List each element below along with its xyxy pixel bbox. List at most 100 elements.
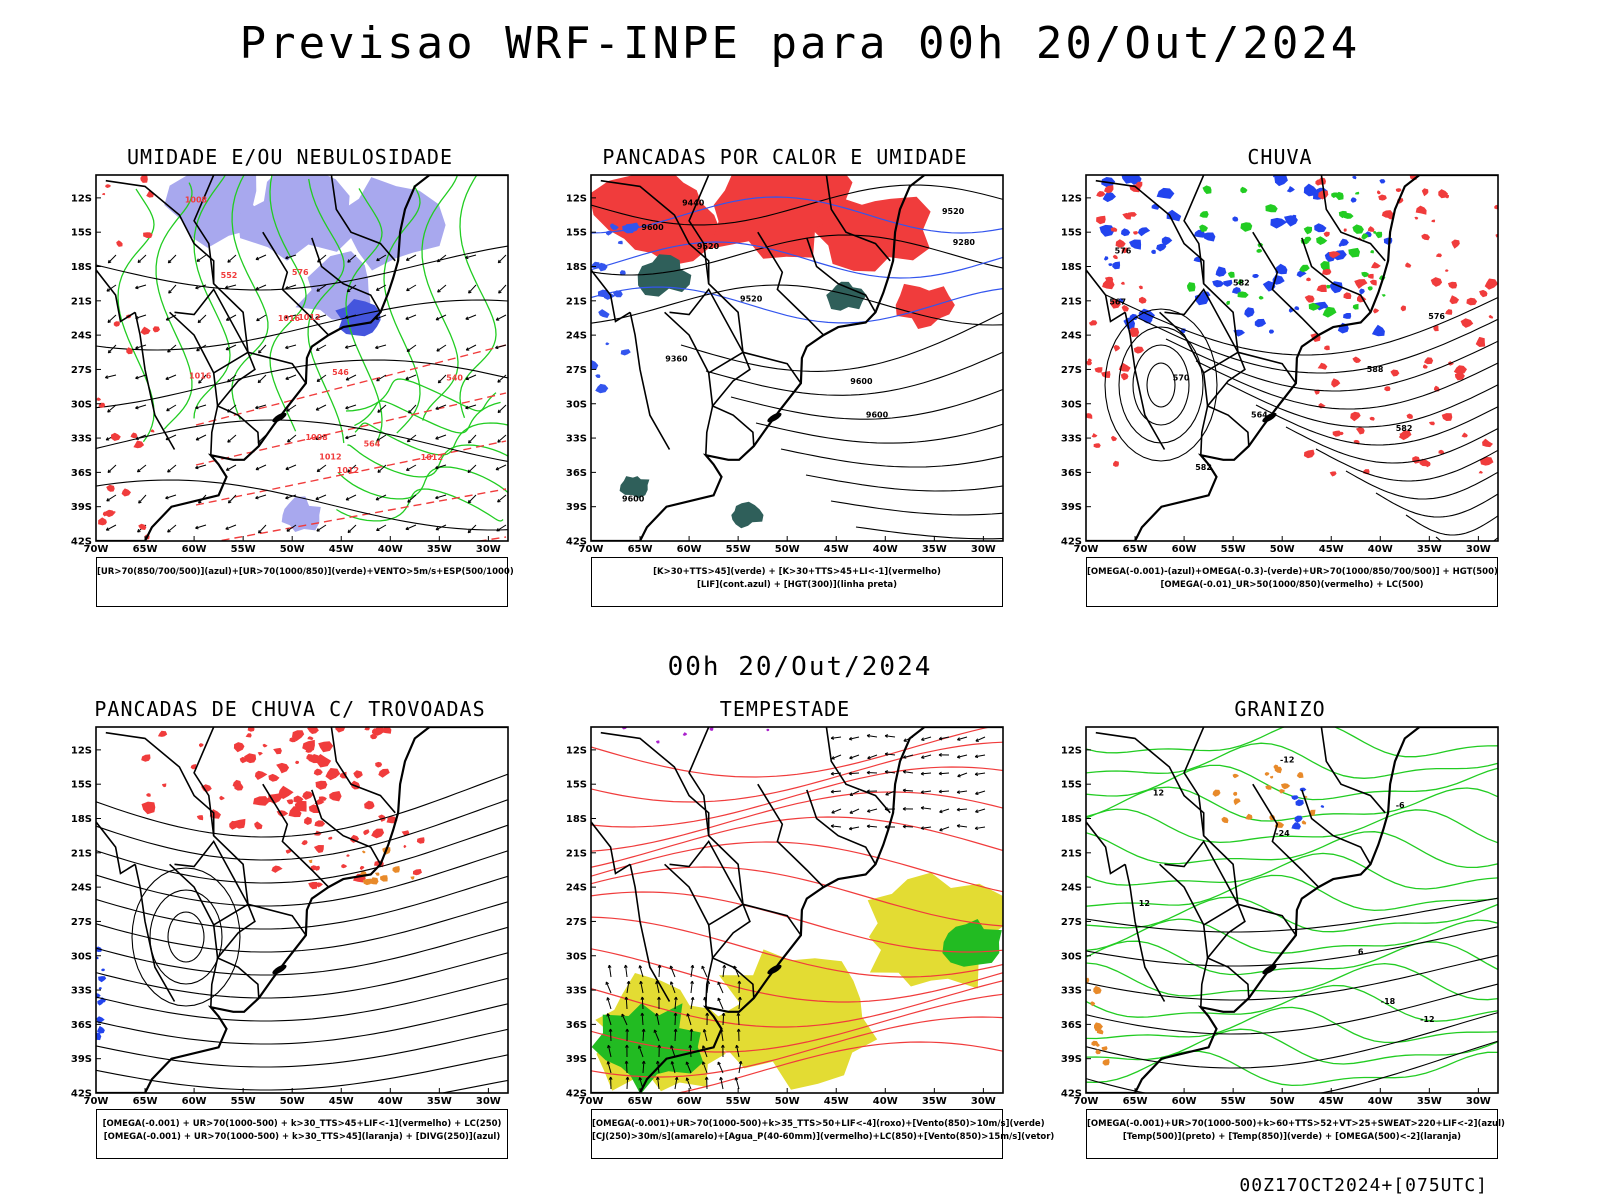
- temp500-contour: [1086, 954, 1498, 1001]
- lagoon: [767, 412, 782, 423]
- wind-vector: [167, 349, 171, 353]
- wind-vector: [435, 314, 447, 321]
- lat-label: 30S: [71, 951, 92, 962]
- omega-red-area: [1323, 231, 1330, 237]
- omega-blue-area: [1269, 329, 1275, 334]
- wind-vector: [226, 378, 231, 383]
- lifted-index-contour: [591, 241, 1003, 279]
- lon-label: 55W: [1221, 1096, 1246, 1107]
- lat-label: 21S: [71, 848, 92, 859]
- wind-vector: [405, 314, 417, 320]
- omega-blue-area: [1121, 228, 1131, 237]
- wind850-vector: [920, 790, 925, 794]
- wind850-vector: [657, 964, 662, 968]
- streamline: [96, 799, 508, 861]
- wind-vector: [285, 494, 297, 499]
- wind-vector: [405, 526, 409, 531]
- storm-showers-area: [141, 801, 156, 815]
- contour-label: 9600: [641, 223, 664, 232]
- wind-vector: [345, 377, 350, 381]
- wind850-vector: [867, 734, 878, 738]
- storm-showers-area: [371, 828, 385, 839]
- contour-label: 1012: [421, 453, 443, 462]
- wind-vector: [376, 438, 380, 442]
- legend-caption: [OMEGA(-0.001) + UR>70(1000-500) + k>30_…: [96, 1109, 508, 1159]
- omega-red-area: [1121, 247, 1129, 254]
- state-border: [1320, 175, 1386, 262]
- omega-blue-area: [1193, 256, 1201, 263]
- panel-title: UMIDADE E/OU NEBULOSIDADE: [126, 145, 454, 169]
- wind-vector: [135, 405, 139, 410]
- lat-label: 33S: [566, 986, 587, 997]
- omega500-orange-area: [1264, 772, 1270, 776]
- contour-label: -6: [1396, 801, 1405, 810]
- wind850-vector: [625, 1060, 628, 1074]
- lifted-index-contour: [626, 222, 640, 233]
- contour-label: 9600: [850, 377, 873, 386]
- contour-label: 9600: [866, 411, 889, 420]
- wind-vector: [408, 410, 412, 414]
- wind850-vector: [674, 1012, 677, 1026]
- wind-vector: [195, 524, 207, 529]
- omega-green-area: [1226, 300, 1230, 306]
- omega-green-area: [1316, 236, 1328, 245]
- wind-vector: [376, 434, 387, 442]
- contour-label: 1016: [189, 371, 212, 380]
- omega-red-area: [1377, 190, 1381, 195]
- wind-vector: [466, 344, 477, 351]
- omega-blue-area: [1156, 243, 1167, 252]
- lat-label: 42S: [1061, 537, 1082, 548]
- wind850-vector: [638, 1045, 644, 1058]
- lat-label: 33S: [1061, 986, 1082, 997]
- contour-label: 9520: [942, 207, 965, 216]
- lon-label: 55W: [231, 544, 256, 555]
- wind-vector: [225, 285, 229, 290]
- wind-vector: [467, 524, 477, 534]
- wind850-vector: [674, 996, 678, 1001]
- omega-red-area: [1104, 185, 1114, 194]
- wind850-vector: [831, 825, 842, 828]
- state-border: [591, 821, 631, 875]
- streamline: [96, 850, 508, 907]
- thickness-label-marks: [121, 488, 131, 497]
- omega-blue-area: [1129, 239, 1142, 250]
- state-border: [629, 312, 671, 450]
- wind850-vector: [849, 736, 860, 740]
- wind850-vector: [885, 753, 896, 756]
- wind-vector: [465, 405, 469, 410]
- thickness-label-marks: [140, 326, 151, 335]
- lon-label: 50W: [1270, 1096, 1295, 1107]
- wind-vector: [376, 284, 387, 291]
- streamline-vortex: [131, 867, 241, 1007]
- lon-label: 30W: [1466, 1096, 1491, 1107]
- lat-label: 30S: [1061, 951, 1082, 962]
- wind-vector: [196, 347, 200, 352]
- thickness-label-marks: [112, 511, 116, 513]
- wind-vector: [195, 465, 199, 470]
- humidity-lower-contour: [421, 175, 459, 421]
- storm-showers-area: [276, 762, 290, 774]
- storm-showers-area: [387, 816, 395, 824]
- contour-label: 576: [292, 268, 309, 277]
- wind850-vector: [957, 736, 968, 741]
- lifted-index-contour: [598, 262, 608, 272]
- state-border: [1200, 924, 1209, 1008]
- wind850-vector: [670, 1045, 674, 1049]
- wind850-vector: [830, 771, 835, 776]
- wind-vector: [497, 409, 502, 414]
- omega-red-area: [1484, 278, 1498, 290]
- wind850-vector: [849, 792, 853, 796]
- state-border: [1086, 269, 1126, 323]
- lat-label: 27S: [566, 365, 587, 376]
- map-background: [96, 727, 508, 1093]
- storm-showers-area: [370, 734, 378, 740]
- wind850-vector: [849, 808, 860, 814]
- wind850-vector: [867, 755, 871, 760]
- wind-vector: [435, 434, 447, 440]
- wind-vector: [316, 284, 327, 292]
- wind850-vector: [885, 790, 896, 796]
- omega-red-area: [1424, 357, 1434, 365]
- map-frame: [1085, 726, 1499, 1094]
- contour-label: 570: [1173, 374, 1190, 383]
- legend-caption-line: [OMEGA(-0.001)+UR>70(1000-500)+k>60+TTS>…: [1087, 1119, 1505, 1129]
